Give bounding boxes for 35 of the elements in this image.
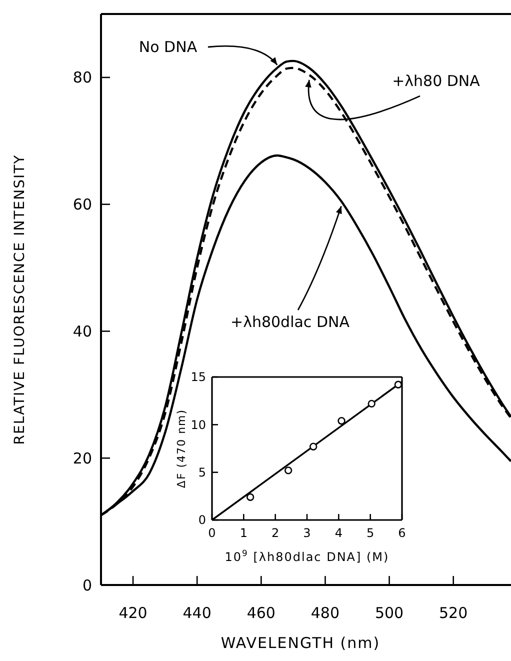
y-tick-label: 5 — [198, 466, 206, 480]
x-tick-label: 0 — [208, 526, 216, 540]
x-tick-label: 6 — [398, 526, 406, 540]
annotation: +λh80 DNA — [392, 72, 481, 90]
point — [284, 466, 292, 474]
point — [338, 417, 346, 425]
x-tick-label: 460 — [246, 604, 276, 622]
x-tick-label: 520 — [439, 604, 468, 622]
x-tick-label: 420 — [118, 604, 148, 622]
x-axis-title: 10$^{9}$ [λh80dlac DNA] (M) — [224, 548, 390, 564]
point — [309, 442, 318, 450]
y-tick-label: 0 — [82, 576, 92, 594]
y-tick-label: 0 — [198, 513, 206, 528]
y-tick-label: 40 — [72, 322, 92, 340]
y-tick-label: 10 — [190, 418, 206, 432]
x-tick-label: 2 — [272, 526, 280, 540]
x-tick-label: 3 — [303, 526, 311, 540]
point — [394, 380, 402, 388]
x-tick-label: 500 — [374, 604, 404, 622]
x-tick-label: 4 — [334, 526, 342, 540]
y-tick-label: 20 — [72, 449, 92, 468]
x-axis-title: WAVELENGTH (nm) — [220, 634, 380, 652]
point — [368, 400, 376, 408]
annotation: +λh80dlac DNA — [230, 313, 350, 331]
x-tick-label: 5 — [366, 526, 374, 540]
y-tick-label: 60 — [72, 196, 92, 214]
y-axis-title: ΔF (470 nm) — [175, 408, 188, 488]
y-tick-label: 15 — [190, 370, 206, 384]
x-tick-label: 1 — [240, 526, 248, 540]
point — [246, 493, 254, 501]
x-tick-label: 480 — [310, 604, 340, 622]
annotation: No DNA — [138, 38, 198, 56]
y-tick-label: 80 — [72, 68, 92, 87]
y-axis-title: RELATIVE FLUORESCENCE INTENSITY — [12, 154, 28, 445]
x-tick-label: 440 — [182, 604, 212, 622]
